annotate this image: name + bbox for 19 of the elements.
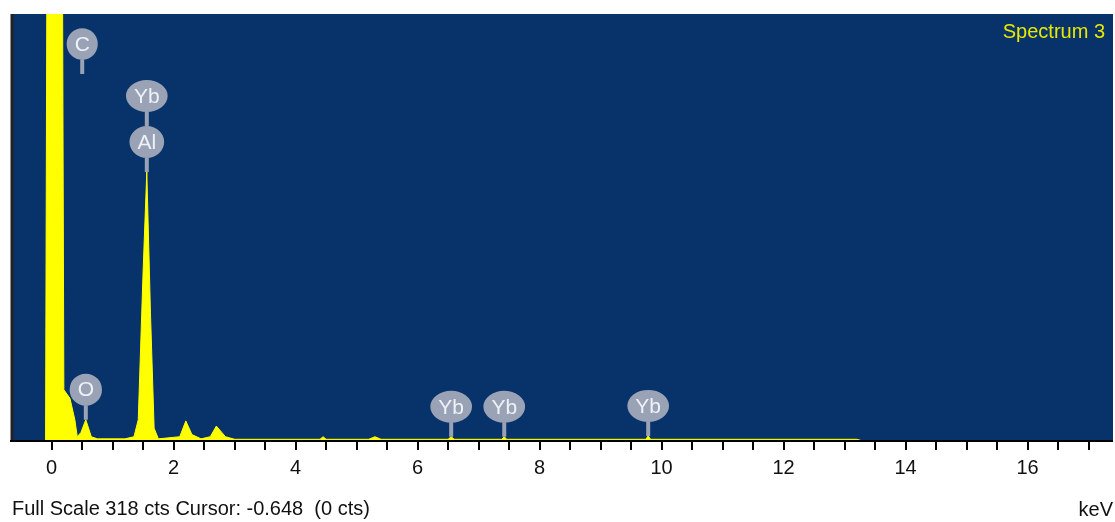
annotation: Yb bbox=[438, 394, 465, 418]
x-tick-label: 10 bbox=[650, 455, 673, 478]
x-tick-label: 6 bbox=[412, 455, 424, 478]
x-tick-label: 8 bbox=[534, 455, 546, 478]
annotation: Al bbox=[137, 129, 157, 153]
annotation: Yb bbox=[635, 393, 662, 417]
annotation: O bbox=[77, 377, 94, 401]
annotation: Yb bbox=[133, 83, 160, 107]
x-tick-label: 16 bbox=[1016, 455, 1039, 478]
x-tick-label: 0 bbox=[46, 455, 58, 478]
annotation: Spectrum 3 bbox=[1002, 19, 1105, 42]
annotation: Yb bbox=[491, 394, 518, 418]
x-tick-label: 14 bbox=[894, 455, 917, 478]
annotation: C bbox=[74, 31, 90, 55]
text: Full Scale 318 cts Cursor: -0.648 (0 cts) bbox=[12, 496, 370, 519]
x-tick-label: 4 bbox=[290, 455, 302, 478]
x-axis-title: keV bbox=[1078, 497, 1114, 520]
x-tick-label: 12 bbox=[772, 455, 795, 478]
x-tick-label: 2 bbox=[168, 455, 180, 478]
